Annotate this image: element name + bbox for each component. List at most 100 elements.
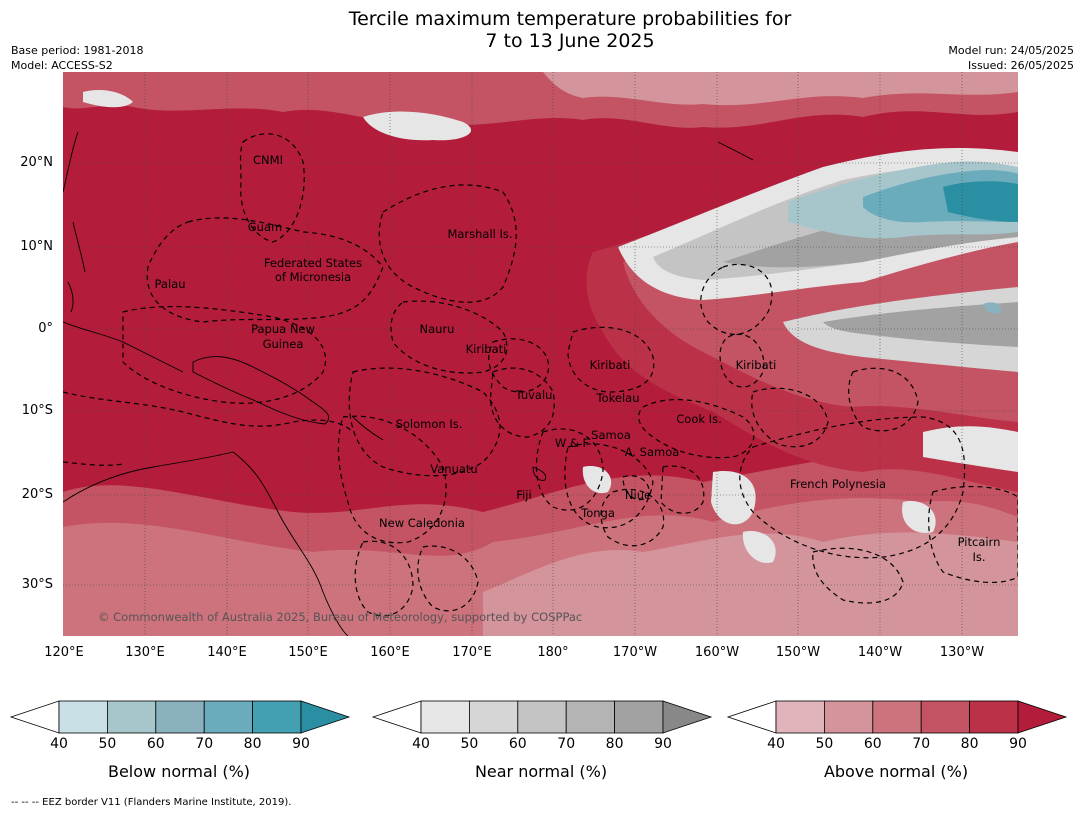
lon-label-150e: 150°E — [288, 645, 328, 660]
label-marshall-islands: Marshall Is. — [447, 227, 512, 241]
label-tonga: Tonga — [580, 506, 615, 520]
header-left: Base period: 1981-2018 Model: ACCESS-S2 — [11, 43, 143, 73]
colorbar-below-segment — [107, 700, 157, 734]
below-normal-fields — [788, 161, 1018, 314]
lon-label-120e: 120°E — [44, 645, 84, 660]
label-wallis-futuna: W & F — [555, 436, 589, 450]
colorbar-above-high-extend — [1017, 700, 1068, 734]
colorbar-near-tick: 80 — [606, 736, 624, 752]
lat-label-10s: 10°S — [21, 403, 53, 418]
label-new-caledonia: New Caledonia — [379, 516, 465, 530]
label-png-1: Papua New — [251, 322, 315, 336]
label-pitcairn-1: Pitcairn — [958, 535, 1001, 549]
colorbar-above-tick: 70 — [912, 736, 930, 752]
colorbar-above-segment — [872, 700, 922, 734]
lat-label-0: 0° — [38, 321, 53, 336]
colorbar-title-below: Below normal (%) — [107, 762, 251, 781]
colorbar-title-near: Near normal (%) — [474, 762, 608, 781]
colorbar-above-segment — [824, 700, 874, 734]
label-guam: Guam — [248, 220, 282, 234]
issued-date: Issued: 26/05/2025 — [967, 59, 1074, 72]
lon-label-130e: 130°E — [125, 645, 165, 660]
graticule — [63, 72, 1018, 636]
colorbar-above-tick: 40 — [767, 736, 785, 752]
colorbar-below-segment — [155, 700, 205, 734]
colorbar-near-segment — [614, 700, 664, 734]
map-title: Tercile maximum temperature probabilitie… — [0, 8, 1085, 52]
title-line-2: 7 to 13 June 2025 — [485, 30, 655, 52]
label-tokelau: Tokelau — [596, 391, 640, 405]
label-nauru: Nauru — [420, 322, 455, 336]
label-cnmi: CNMI — [253, 153, 283, 167]
colorbar-below-segment — [58, 700, 108, 734]
lon-label-160w: 160°W — [694, 645, 740, 660]
eez-footer-note: -- -- -- EEZ border V11 (Flanders Marine… — [11, 797, 292, 808]
colorbar-above-low-extend — [726, 700, 777, 734]
colorbars: 40 50 60 70 80 90 40 50 60 70 80 90 40 50 60 70 80 90 — [9, 700, 1068, 752]
colorbar-near-low-extend — [371, 700, 422, 734]
label-fsm-1: Federated States — [264, 256, 362, 270]
lon-label-170w: 170°W — [612, 645, 658, 660]
colorbar-near-tick: 60 — [509, 736, 527, 752]
region-labels: CNMI Guam Marshall Is. Federated States … — [155, 153, 1001, 564]
coastlines — [63, 131, 754, 636]
lon-label-180: 180° — [537, 645, 569, 660]
colorbar-below-segment — [252, 700, 302, 734]
colorbar-near-segment — [517, 700, 567, 734]
copyright-text: © Commonwealth of Australia 2025, Bureau… — [98, 610, 582, 624]
colorbar-below-tick: 50 — [98, 736, 116, 752]
label-fsm-2: of Micronesia — [275, 270, 351, 284]
colorbar-above: 40 50 60 70 80 90 — [726, 700, 1068, 752]
colorbar-above-tick: 90 — [1009, 736, 1027, 752]
colorbar-below-tick: 70 — [195, 736, 213, 752]
label-cook-islands: Cook Is. — [676, 412, 721, 426]
label-kiribati-central: Kiribati — [590, 358, 631, 372]
label-solomon-islands: Solomon Is. — [396, 417, 463, 431]
lon-label-160e: 160°E — [370, 645, 410, 660]
lat-label-20s: 20°S — [21, 487, 53, 502]
colorbar-near-segment — [468, 700, 519, 734]
label-niue: Niue — [625, 488, 651, 502]
colorbar-near-tick: 70 — [557, 736, 575, 752]
colorbar-below-tick: 40 — [50, 736, 68, 752]
label-kiribati-west: Kiribati — [466, 342, 507, 356]
colorbar-below-tick: 90 — [292, 736, 310, 752]
colorbar-near-tick: 50 — [460, 736, 478, 752]
label-fiji: Fiji — [516, 488, 531, 502]
label-palau: Palau — [155, 277, 186, 291]
colorbar-near-tick: 90 — [654, 736, 672, 752]
colorbar-below-tick: 60 — [147, 736, 165, 752]
label-kiribati-east: Kiribati — [736, 358, 777, 372]
eez-borders — [63, 133, 1018, 617]
colorbar-above-tick: 50 — [815, 736, 833, 752]
label-png-2: Guinea — [263, 337, 304, 351]
model-run: Model run: 24/05/2025 — [948, 44, 1074, 57]
colorbar-below-segment — [203, 700, 253, 734]
colorbar-above-tick: 60 — [864, 736, 882, 752]
colorbar-above-tick: 80 — [961, 736, 979, 752]
colorbar-above-segment — [920, 700, 971, 734]
colorbar-near-segment — [565, 700, 616, 734]
colorbar-title-above: Above normal (%) — [823, 762, 969, 781]
lon-label-140e: 140°E — [207, 645, 247, 660]
model-name: Model: ACCESS-S2 — [11, 59, 113, 72]
label-vanuatu: Vanuatu — [430, 462, 477, 476]
lon-label-170e: 170°E — [452, 645, 492, 660]
colorbar-below-high-extend — [300, 700, 351, 734]
colorbar-below: 40 50 60 70 80 90 — [9, 700, 351, 752]
colorbar-above-segment — [775, 700, 825, 734]
colorbar-above-segment — [969, 700, 1019, 734]
colorbar-below-low-extend — [9, 700, 60, 734]
colorbar-near-high-extend — [662, 700, 713, 734]
lon-label-130w: 130°W — [939, 645, 985, 660]
colorbar-below-tick: 80 — [244, 736, 262, 752]
probability-map: CNMI Guam Marshall Is. Federated States … — [63, 72, 1018, 636]
lon-label-150w: 150°W — [775, 645, 821, 660]
colorbar-near-segment — [420, 700, 470, 734]
colorbar-near-tick: 40 — [412, 736, 430, 752]
lat-label-20n: 20°N — [20, 155, 53, 170]
lat-label-30s: 30°S — [21, 577, 53, 592]
label-pitcairn-2: Is. — [972, 550, 985, 564]
title-line-1: Tercile maximum temperature probabilitie… — [348, 8, 792, 30]
base-period: Base period: 1981-2018 — [11, 44, 144, 57]
